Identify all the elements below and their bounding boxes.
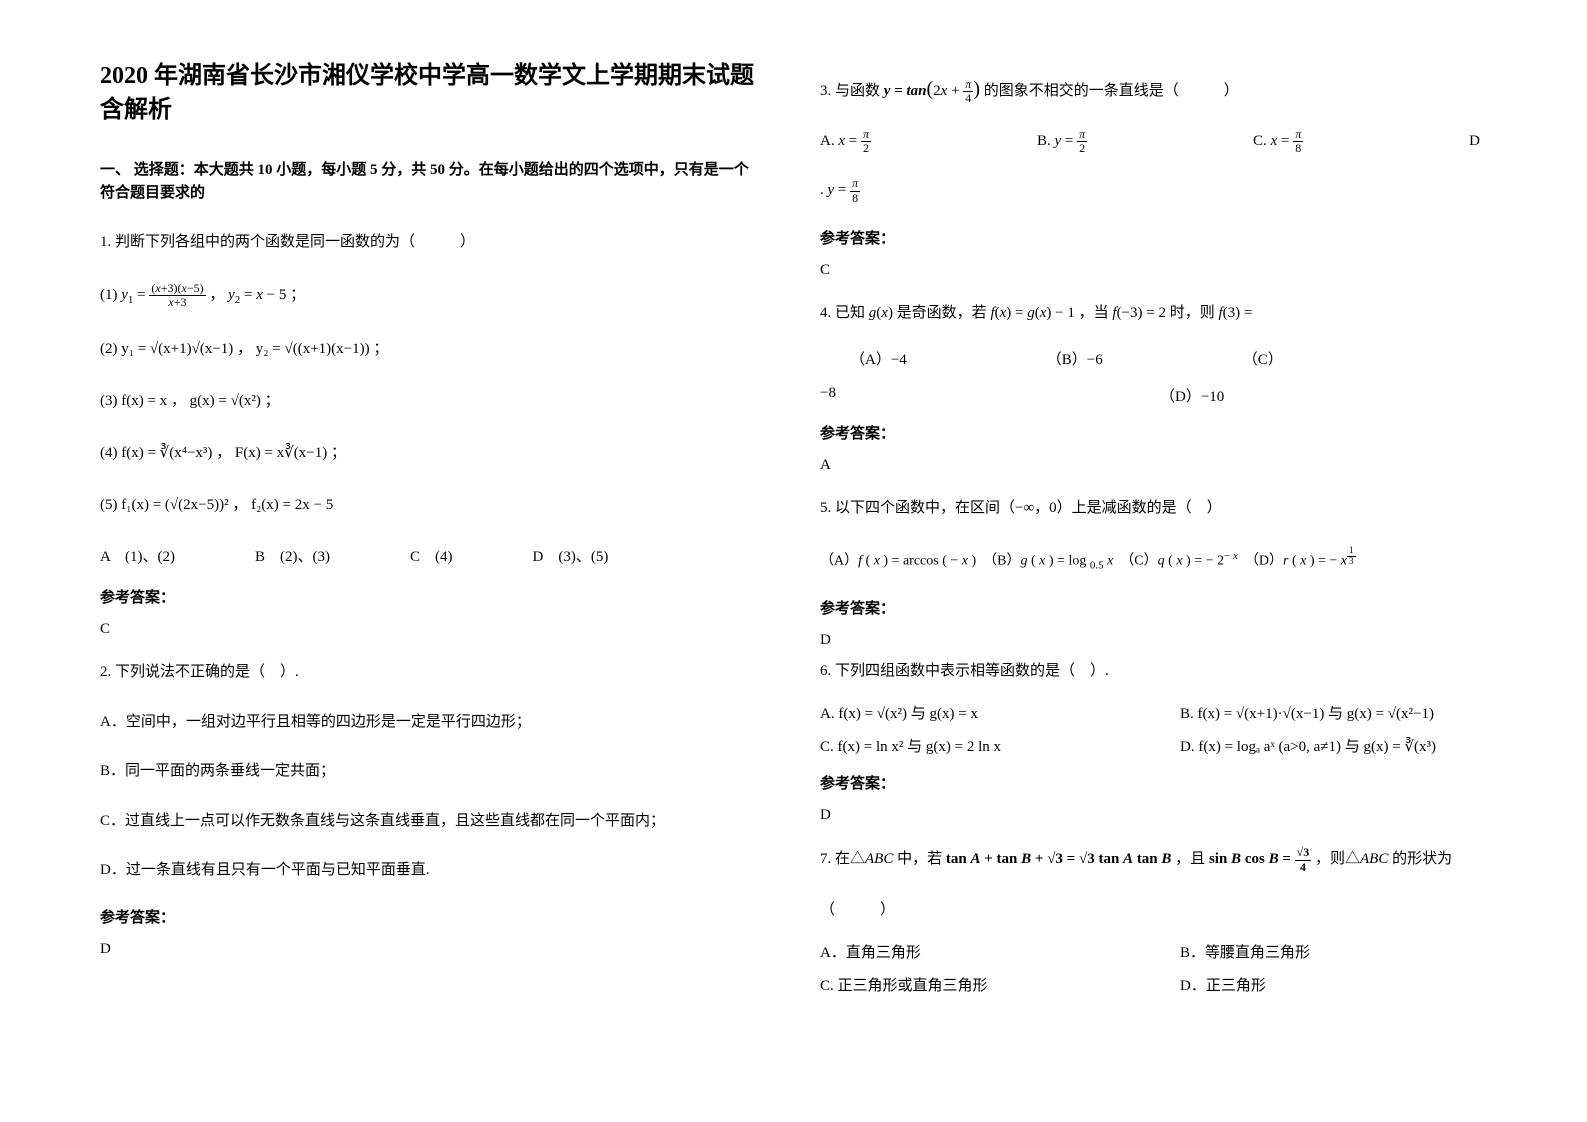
answer-6: D: [820, 807, 1480, 824]
q5-options: （A）f ( x ) = arccos ( − x ) （B）g ( x ) =…: [820, 546, 1480, 575]
q7-row1: A．直角三角形 B．等腰直角三角形: [820, 941, 1480, 962]
question-1: 1. 判断下列各组中的两个函数是同一函数的为（ ）: [100, 230, 760, 256]
q2-option-d: D．过一条直线有且只有一个平面与已知平面垂直.: [100, 858, 760, 884]
q7-option-c: C. 正三角形或直角三角形: [820, 974, 1180, 995]
answer-4: A: [820, 457, 1480, 474]
q6-option-d: D. f(x) = logₐ aˣ (a>0, a≠1) 与 g(x) = ∛(…: [1180, 735, 1436, 756]
q7-option-b: B．等腰直角三角形: [1180, 941, 1310, 962]
q1-formula-5: (5) f₁(x) = (√(2x−5))² ， f₂(x) = 2x − 5: [100, 493, 760, 517]
q3-option-b: B. y = π2: [1037, 128, 1087, 155]
q7-option-a: A．直角三角形: [820, 941, 1180, 962]
q3-option-d-cont: . y = π8: [820, 177, 1480, 204]
q1-formula-2: (2) y₁ = √(x+1)√(x−1) ， y₂ = √((x+1)(x−1…: [100, 337, 760, 361]
q4-option-a: （A）−4: [850, 348, 907, 369]
q4-option-c: （C）: [1243, 348, 1283, 369]
question-4: 4. 已知 g(x) 是奇函数，若 f(x) = g(x) − 1 ，当 f(−…: [820, 301, 1480, 327]
q1-formula-4: (4) f(x) = ∛(x⁴−x³) ， F(x) = x∛(x−1) ；: [100, 441, 760, 465]
q7-row2: C. 正三角形或直角三角形 D．正三角形: [820, 974, 1480, 995]
q1-options: A (1)、(2) B (2)、(3) C (4) D (3)、(5): [100, 545, 760, 566]
q6-option-c: C. f(x) = ln x² 与 g(x) = 2 ln x: [820, 735, 1180, 756]
q4-option-b: （B）−6: [1047, 348, 1103, 369]
left-column: 2020 年湖南省长沙市湘仪学校中学高一数学文上学期期末试题含解析 一、 选择题…: [100, 60, 760, 1062]
q3-option-c: C. x = π8: [1253, 128, 1303, 155]
document-title: 2020 年湖南省长沙市湘仪学校中学高一数学文上学期期末试题含解析: [100, 60, 760, 127]
q6-option-b: B. f(x) = √(x+1)·√(x−1) 与 g(x) = √(x²−1): [1180, 702, 1434, 723]
answer-label-5: 参考答案：: [820, 597, 1480, 618]
question-7: 7. 在△ABC 中，若 tan A + tan B + √3 = √3 tan…: [820, 846, 1480, 873]
q4-row1: （A）−4 （B）−6 （C）: [850, 348, 1480, 369]
answer-label-4: 参考答案：: [820, 422, 1480, 443]
q1-formula-1: (1) y1 = (x+3)(x−5)x+3 ， y2 = x − 5 ；: [100, 282, 760, 310]
q1-option-c: C (4): [410, 545, 453, 566]
answer-label-3: 参考答案：: [820, 227, 1480, 248]
answer-label-6: 参考答案：: [820, 772, 1480, 793]
q1-option-d: D (3)、(5): [533, 545, 609, 566]
q7-paren: （ ）: [820, 898, 1480, 924]
right-column: 3. 与函数 y = tan(2x + π4) 的图象不相交的一条直线是（ ） …: [820, 60, 1480, 1062]
q1-option-b: B (2)、(3): [255, 545, 330, 566]
q3-option-a: A. x = π2: [820, 128, 871, 155]
q2-option-b: B．同一平面的两条垂线一定共面；: [100, 759, 760, 785]
answer-2: D: [100, 941, 760, 958]
q3-options: A. x = π2 B. y = π2 C. x = π8 D: [820, 128, 1480, 155]
q6-row1: A. f(x) = √(x²) 与 g(x) = x B. f(x) = √(x…: [820, 702, 1480, 723]
q6-option-a: A. f(x) = √(x²) 与 g(x) = x: [820, 702, 1180, 723]
q4-row2: −8 （D）−10: [820, 385, 1480, 406]
answer-1: C: [100, 621, 760, 638]
q1-formula-3: (3) f(x) = x ， g(x) = √(x²) ；: [100, 389, 760, 413]
q2-option-a: A．空间中，一组对边平行且相等的四边形是一定是平行四边形；: [100, 710, 760, 736]
question-3: 3. 与函数 y = tan(2x + π4) 的图象不相交的一条直线是（ ）: [820, 72, 1480, 106]
answer-3: C: [820, 262, 1480, 279]
answer-label-1: 参考答案：: [100, 586, 760, 607]
section-1-heading: 一、 选择题：本大题共 10 小题，每小题 5 分，共 50 分。在每小题给出的…: [100, 159, 760, 204]
answer-5: D: [820, 632, 1480, 649]
q3-option-d: D: [1469, 133, 1480, 150]
answer-label-2: 参考答案：: [100, 906, 760, 927]
q4-option-c-val: −8: [820, 385, 1020, 406]
q6-row2: C. f(x) = ln x² 与 g(x) = 2 ln x D. f(x) …: [820, 735, 1480, 756]
question-2: 2. 下列说法不正确的是（ ）.: [100, 660, 760, 686]
question-6: 6. 下列四组函数中表示相等函数的是（ ）.: [820, 659, 1480, 685]
q7-option-d: D．正三角形: [1180, 974, 1266, 995]
q1-option-a: A (1)、(2): [100, 545, 175, 566]
q4-option-d: （D）−10: [1160, 385, 1224, 406]
q2-option-c: C．过直线上一点可以作无数条直线与这条直线垂直，且这些直线都在同一个平面内；: [100, 809, 760, 835]
question-5: 5. 以下四个函数中，在区间（−∞，0）上是减函数的是（ ）: [820, 496, 1480, 522]
